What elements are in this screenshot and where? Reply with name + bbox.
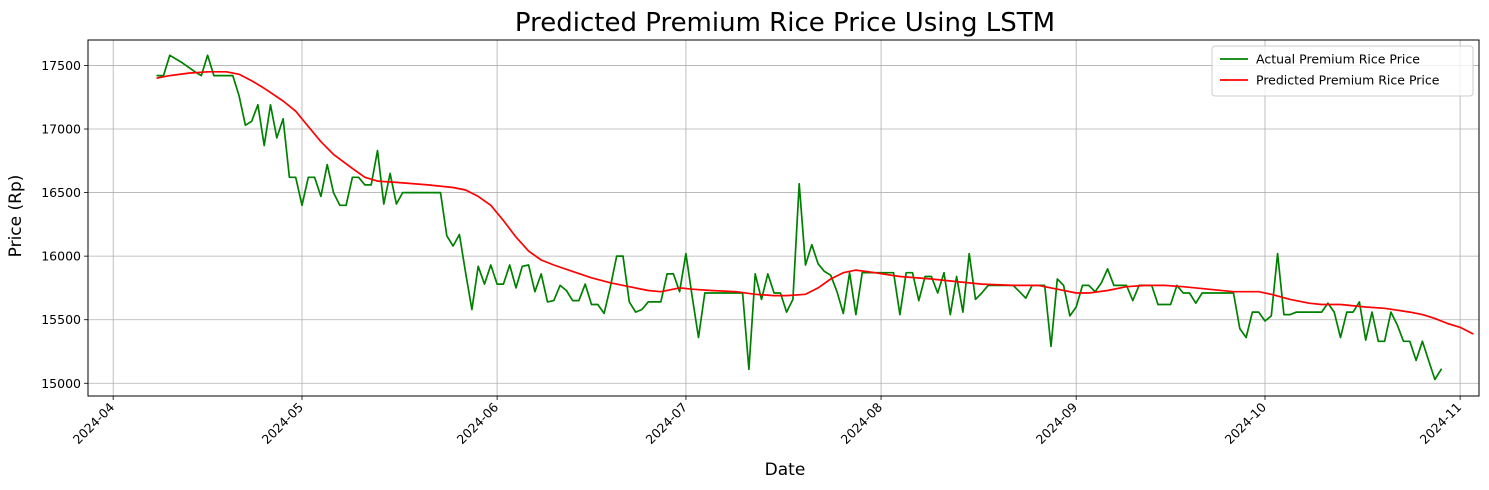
x-axis-label: Date bbox=[765, 460, 806, 480]
y-tick-label: 15000 bbox=[41, 376, 81, 391]
legend-label: Predicted Premium Rice Price bbox=[1256, 73, 1440, 88]
series-layer bbox=[156, 54, 1474, 381]
legend-label: Actual Premium Rice Price bbox=[1256, 52, 1420, 67]
legend-box bbox=[1211, 45, 1474, 97]
plot-frame bbox=[87, 39, 1480, 397]
series-line-1 bbox=[156, 54, 1443, 381]
y-tick-label: 17500 bbox=[41, 58, 81, 73]
y-tick-label: 15500 bbox=[41, 312, 81, 327]
y-tick-label: 17000 bbox=[41, 122, 81, 137]
y-tick-label: 16000 bbox=[41, 249, 81, 264]
y-axis-label: Price (Rp) bbox=[6, 175, 26, 258]
grid bbox=[88, 40, 1479, 396]
legend: Actual Premium Rice Price Predicted Premi… bbox=[1211, 45, 1474, 97]
chart-title: Predicted Premium Rice Price Using LSTM bbox=[515, 8, 1055, 38]
y-tick-label: 16500 bbox=[41, 185, 81, 200]
series-line-2 bbox=[156, 70, 1474, 335]
